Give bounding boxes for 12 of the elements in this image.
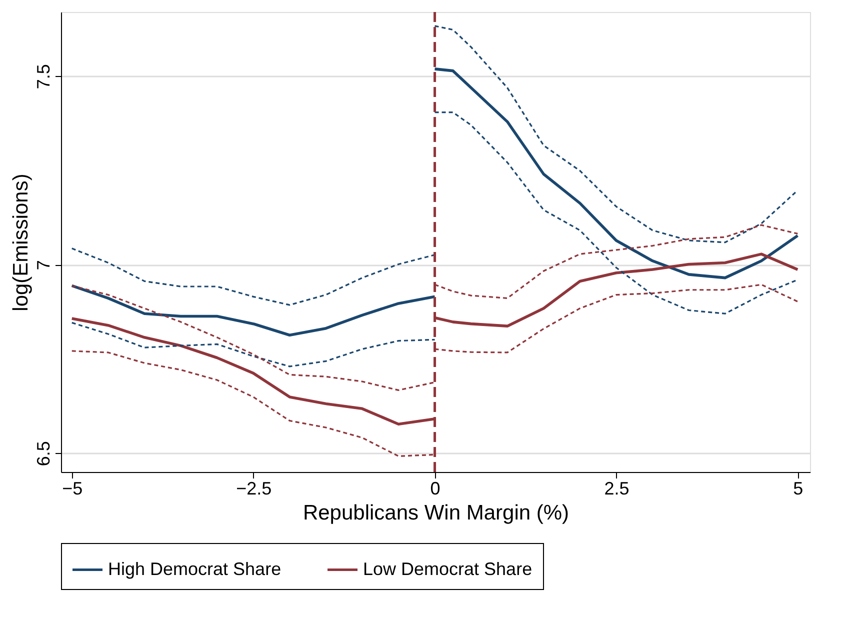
y-tick-label: 7.5 [34,64,54,90]
y-tick-label: 6.5 [34,441,54,466]
y-tick-label: 7 [34,260,54,270]
x-axis-title: Republicans Win Margin (%) [302,502,570,524]
y-axis-title: log(Emissions) [10,174,32,312]
x-tick-label: 0 [430,478,440,498]
legend-label: Low Democrat Share [363,558,532,579]
x-tick-label: 2.5 [604,478,630,498]
x-tick-label: −2.5 [236,478,272,498]
x-tick-label: 5 [793,478,804,498]
legend-label: High Democrat Share [108,558,282,579]
x-tick-label: −5 [62,478,83,498]
